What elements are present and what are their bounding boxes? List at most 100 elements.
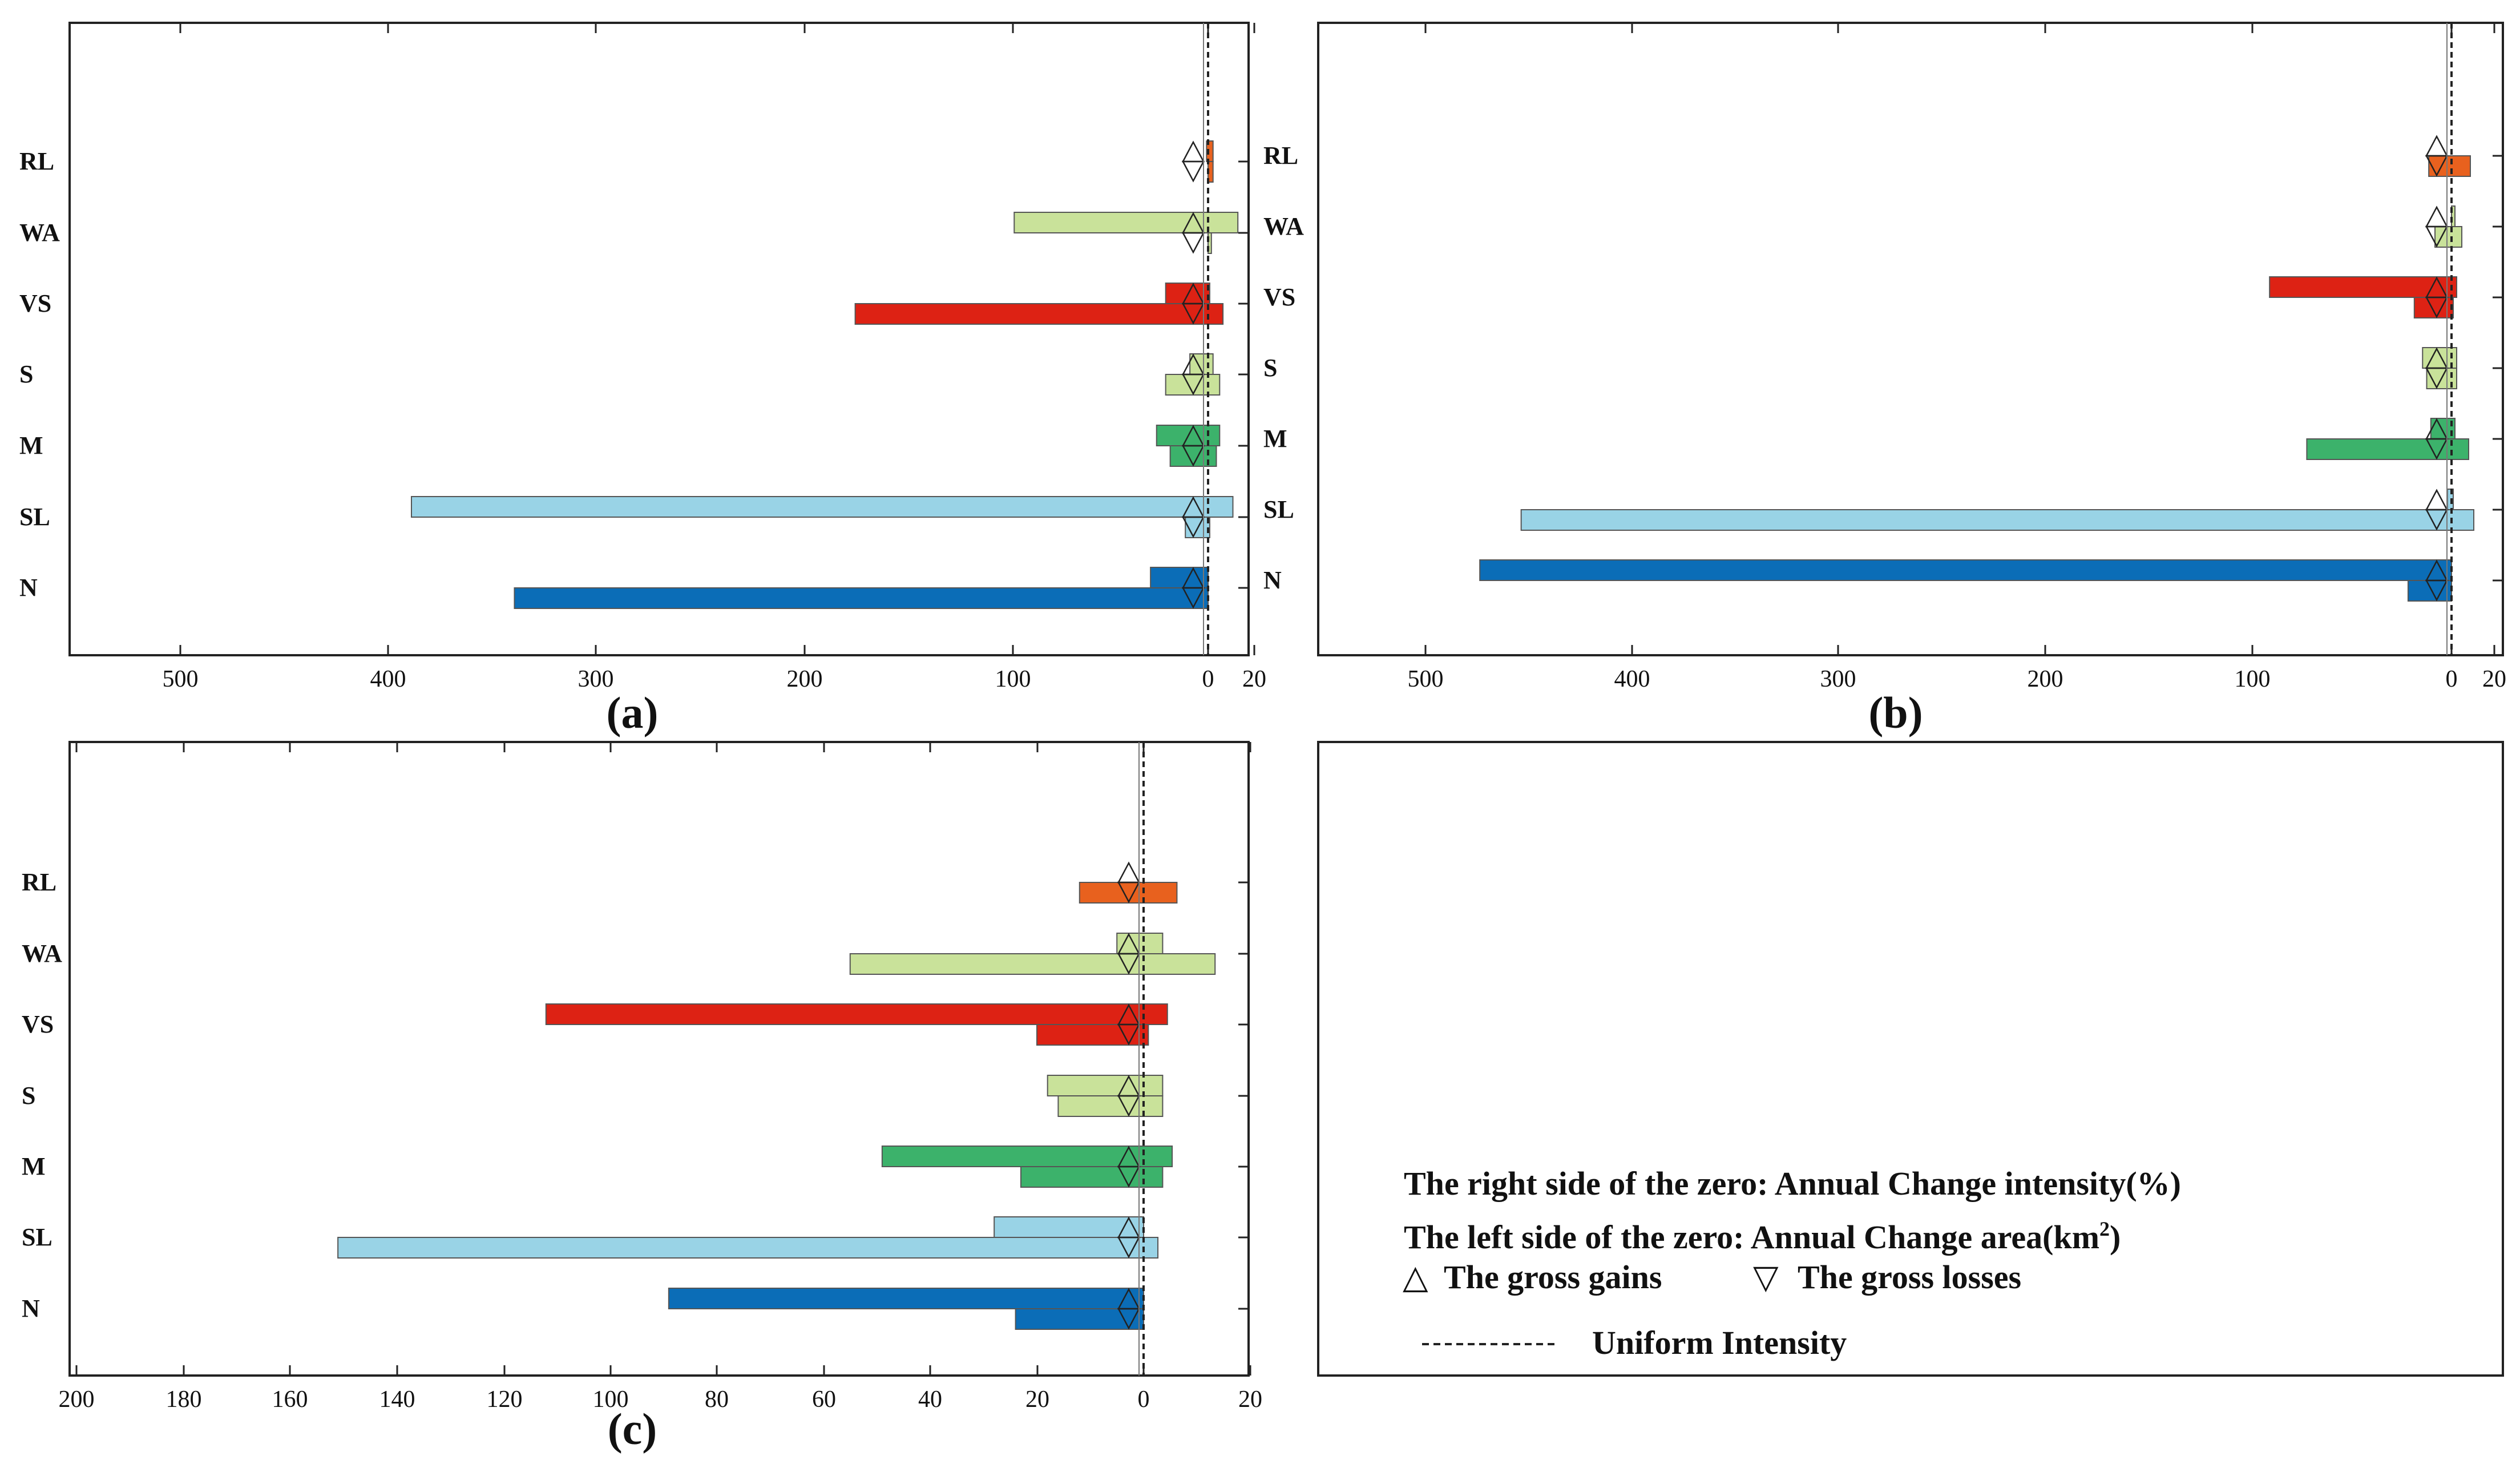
plot-frame [1317, 22, 2504, 656]
legend-losses-symbol: ▽ [1753, 1259, 1779, 1296]
bar-gain-sl [410, 496, 1234, 518]
x-tick-label: 400 [1614, 666, 1650, 692]
legend-left-side-superscript: 2 [2099, 1217, 2110, 1240]
x-tick-label: 500 [163, 666, 199, 692]
x-tick-label: 100 [995, 666, 1031, 692]
category-label-n: N [19, 574, 38, 602]
bar-loss-wa [1208, 232, 1212, 254]
loss-marker-wa [2425, 225, 2449, 248]
bar-loss-n [514, 587, 1209, 609]
bar-loss-n [2407, 580, 2452, 602]
legend-frame [1317, 741, 2504, 1377]
legend-gains-symbol: △ [1403, 1259, 1428, 1296]
loss-marker-vs [1181, 303, 1205, 325]
loss-marker-sl [1181, 516, 1205, 538]
legend-left-side-text: The left side of the zero: Annual Change… [1404, 1217, 2121, 1256]
loss-marker-s [1117, 1095, 1141, 1117]
x-tick-label: 0 [1138, 1386, 1150, 1413]
legend-panel: The right side of the zero: Annual Chang… [1317, 741, 2504, 1377]
x-tick-label: 160 [272, 1386, 308, 1413]
bar-gain-m [881, 1146, 1173, 1167]
category-label-m: M [19, 431, 43, 459]
category-label-m: M [1263, 425, 1287, 453]
category-label-s: S [22, 1082, 35, 1110]
bar-loss-m [1020, 1166, 1164, 1188]
gain-marker-wa [2425, 205, 2449, 228]
panel-c-chart: 200 180 160 140 120 100 80 60 40 20 0 20RLWAVSSMSLN… [22, 741, 1262, 1454]
x-tick-label: 20 [1025, 1386, 1049, 1413]
loss-marker-rl [1117, 881, 1141, 904]
loss-marker-sl [1117, 1236, 1141, 1259]
category-label-sl: SL [22, 1223, 52, 1251]
gain-marker-rl [1117, 861, 1141, 884]
category-label-wa: WA [19, 219, 60, 247]
bar-gain-wa [1013, 212, 1239, 233]
category-label-rl: RL [1263, 142, 1298, 170]
x-tick-label: 20 [1238, 1386, 1262, 1413]
x-tick-label: 20 [1242, 666, 1266, 692]
legend-left-side-main: The left side of the zero: Annual Change… [1404, 1219, 2099, 1256]
loss-marker-vs [2425, 296, 2449, 318]
x-tick-label: 500 [1408, 666, 1444, 692]
bar-loss-sl [1520, 509, 2474, 531]
loss-marker-m [1181, 445, 1205, 467]
legend-gains-label: The gross gains [1444, 1259, 1662, 1296]
x-tick-label: 400 [370, 666, 406, 692]
x-tick-label: 100 [2235, 666, 2271, 692]
loss-marker-s [2425, 367, 2449, 389]
category-label-wa: WA [22, 939, 62, 967]
x-tick-label: 180 [166, 1386, 202, 1413]
panel-a-chart: 500 400 300 200 100 0 20 RL WA VS S M SL N (a) [19, 22, 1266, 737]
loss-marker-rl [2425, 155, 2449, 177]
gain-marker-rl [1181, 140, 1205, 163]
category-label-vs: VS [22, 1010, 54, 1038]
category-label-sl: SL [19, 503, 50, 531]
x-tick-label: 0 [2446, 666, 2458, 692]
category-label-vs: VS [19, 289, 51, 317]
category-label-n: N [22, 1294, 40, 1322]
x-tick-label: 80 [705, 1386, 729, 1413]
bar-loss-s [1057, 1095, 1164, 1117]
bar-gain-s [1047, 1075, 1164, 1096]
plot-frame [68, 22, 1250, 656]
bar-loss-n [1015, 1308, 1144, 1330]
category-label-vs: VS [1263, 283, 1295, 311]
x-tick-label: 40 [918, 1386, 942, 1413]
x-tick-label: 300 [578, 666, 614, 692]
loss-marker-m [2425, 438, 2449, 460]
x-tick-label: 60 [812, 1386, 836, 1413]
legend-left-side-end: ) [2110, 1219, 2121, 1256]
loss-marker-s [1181, 373, 1205, 396]
gain-marker-rl [2425, 135, 2449, 157]
bar-loss-vs [854, 303, 1224, 325]
x-tick-label: 120 [487, 1386, 523, 1413]
x-tick-label: 140 [379, 1386, 415, 1413]
x-tick-label: 0 [1202, 666, 1214, 692]
bar-loss-m [2306, 438, 2469, 460]
x-tick-label: 300 [1820, 666, 1856, 692]
category-label-rl: RL [22, 868, 56, 896]
bar-loss-sl [337, 1237, 1159, 1259]
category-label-n: N [1263, 566, 1282, 594]
panel-label: (a) [607, 688, 659, 737]
legend-losses-label: The gross losses [1798, 1259, 2021, 1296]
bar-gain-sl [994, 1216, 1144, 1238]
bar-gain-n [1150, 567, 1209, 588]
gain-marker-sl [2425, 489, 2449, 511]
category-label-rl: RL [19, 147, 54, 175]
loss-marker-n [1117, 1308, 1141, 1330]
x-tick-label: 200 [2028, 666, 2063, 692]
bar-gain-vs [545, 1003, 1168, 1025]
bar-loss-wa [849, 953, 1216, 975]
x-tick-label: 20 [2482, 666, 2506, 692]
loss-marker-sl [2425, 509, 2449, 531]
loss-marker-n [1181, 587, 1205, 609]
x-tick-label: 100 [593, 1386, 629, 1413]
bar-loss-wa [2434, 226, 2463, 248]
loss-marker-wa [1117, 953, 1141, 975]
category-label-s: S [19, 360, 33, 388]
x-tick-label: 200 [787, 666, 823, 692]
category-label-sl: SL [1263, 495, 1294, 523]
legend-uniform-label: Uniform Intensity [1592, 1324, 1847, 1361]
